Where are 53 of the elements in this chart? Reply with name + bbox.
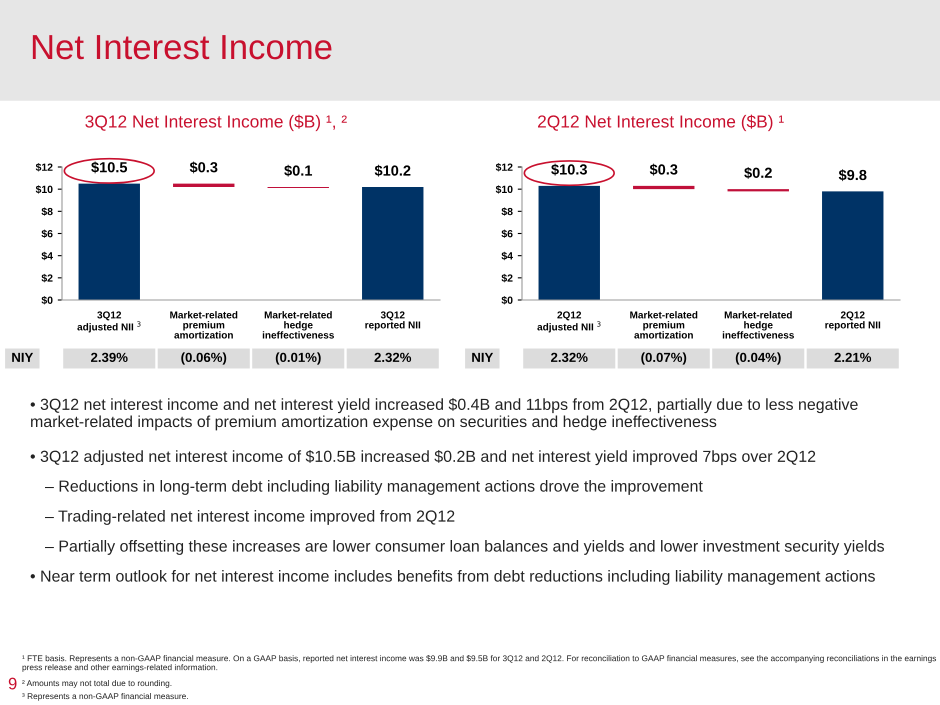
text: 2.32% xyxy=(551,352,588,362)
x-tick-label: 3Q12 adjusted NII $^{3}$ xyxy=(77,311,141,332)
x-tick-label: 3Q12 reported NII xyxy=(365,311,420,330)
data-label: $0.2 xyxy=(744,166,772,179)
y-tick-label: $6 xyxy=(502,230,513,238)
text: – Reductions in long-term debt including liability management actions drove the improvement xyxy=(45,480,703,495)
y-tick-label: $2 xyxy=(42,274,53,282)
text: ² Amounts may not total due to rounding. xyxy=(22,680,172,688)
y-tick-label: $12 xyxy=(36,163,53,172)
data-label: $0.1 xyxy=(284,164,312,177)
data-label: $0.3 xyxy=(650,164,678,176)
text: – Partially offsetting these increases are lower consumer loan balances and yields and lower investment security yields xyxy=(45,540,884,555)
data-label: $9.8 xyxy=(838,169,866,182)
y-tick-label: $12 xyxy=(496,163,513,172)
text: Net Interest Income xyxy=(32,35,332,60)
text: 2.32% xyxy=(374,352,412,362)
y-tick-label: $0 xyxy=(42,296,53,305)
text: • Near term outlook for net interest income includes benefits from debt reductions including liability management actions xyxy=(30,570,875,585)
y-tick-label: $8 xyxy=(42,207,53,216)
text: 2.21% xyxy=(834,352,872,362)
data-label: $10.2 xyxy=(374,164,410,177)
text: ³ Represents a non-GAAP financial measure. xyxy=(22,693,188,701)
x-tick-label: Market-related hedge ineffectiveness xyxy=(262,311,334,339)
text: (0.01%) xyxy=(276,352,321,365)
y-tick-label: $4 xyxy=(502,252,513,260)
text: (0.07%) xyxy=(641,352,686,365)
y-tick-label: $10 xyxy=(496,185,513,194)
x-tick-label: Market-related premium amortization xyxy=(170,311,238,339)
data-label: $10.5 xyxy=(91,161,128,174)
text: NIY xyxy=(12,352,34,362)
text: • 3Q12 adjusted net interest income of $10.5B increased $0.2B and net interest yield improved 7bps over 2Q12 xyxy=(30,450,816,466)
text: – Trading-related net interest income improved from 2Q12 xyxy=(45,510,454,525)
y-tick-label: $2 xyxy=(502,274,513,282)
x-tick-label: Market-related hedge ineffectiveness xyxy=(722,311,794,339)
chart-title: 2Q12 Net Interest Income ($B) ¹ xyxy=(538,114,784,132)
text: 9 xyxy=(8,678,16,690)
x-tick-label: Market-related premium amortization xyxy=(630,311,698,339)
y-tick-label: $6 xyxy=(42,230,53,238)
text: (0.06%) xyxy=(181,352,226,365)
data-label: $10.3 xyxy=(551,164,587,176)
data-label: $0.3 xyxy=(190,161,218,174)
text: (0.04%) xyxy=(736,352,781,365)
y-tick-label: $0 xyxy=(502,296,513,305)
text: 2.39% xyxy=(91,352,128,362)
text: NIY xyxy=(472,352,494,362)
chart-title: 3Q12 Net Interest Income ($B) ¹, ² xyxy=(85,114,347,132)
x-tick-label: 2Q12 adjusted NII $^{3}$ xyxy=(537,311,601,332)
x-tick-label: 2Q12 reported NII xyxy=(825,311,880,330)
y-tick-label: $8 xyxy=(502,207,513,216)
y-tick-label: $4 xyxy=(42,252,53,260)
text: • 3Q12 net interest income and net interest yield increased $0.4B and 11bps from 2Q12, partially due to less negative market-related impacts of premium amortization expense on securities and hedge ineffectiveness xyxy=(30,398,858,430)
y-tick-label: $10 xyxy=(36,185,53,194)
text: ¹ FTE basis. Represents a non-GAAP financial measure. On a GAAP basis, reported net interest income was $9.9B and $9.5B for 3Q12 and 2Q12. For reconciliation to GAAP financial measures, see the accompanying reconciliations in the earnings press release and other earnings-related information. xyxy=(22,655,936,672)
